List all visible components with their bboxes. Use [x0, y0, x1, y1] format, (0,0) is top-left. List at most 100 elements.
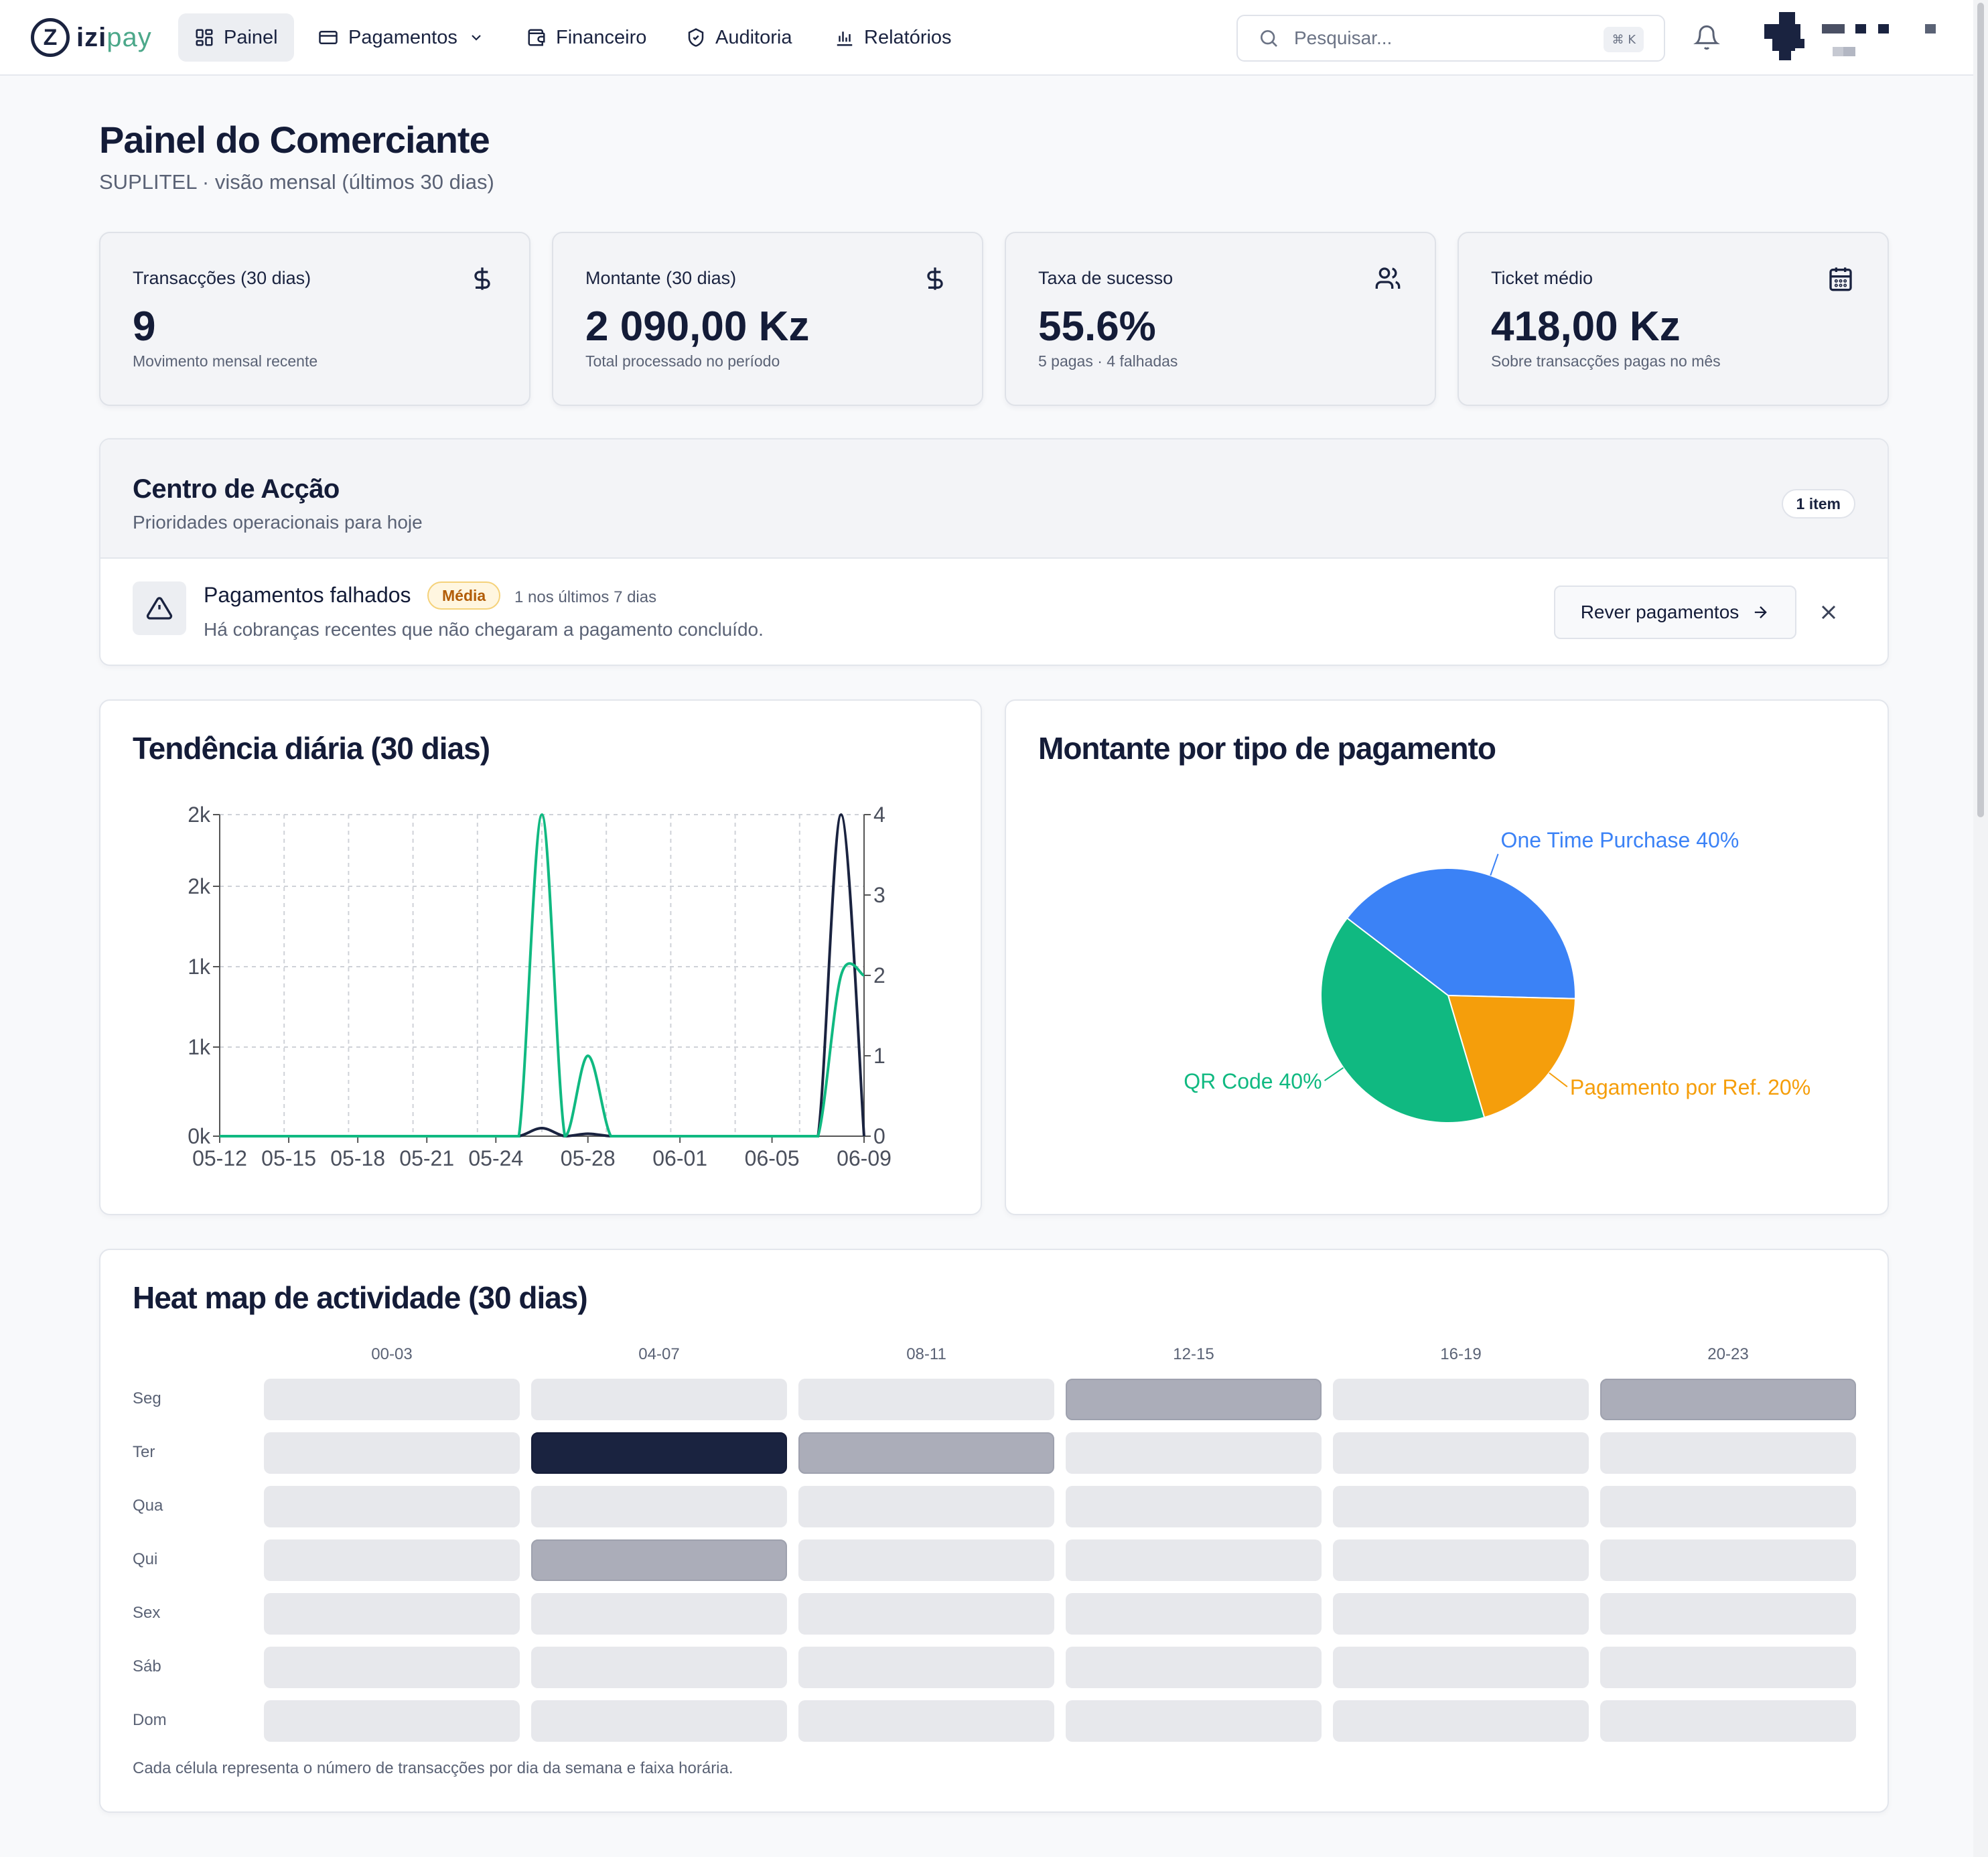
- heatmap-note: Cada célula representa o número de trans…: [133, 1759, 733, 1777]
- logo-text-a: izi: [76, 22, 107, 52]
- heatmap-cell[interactable]: [798, 1379, 1054, 1420]
- heatmap-row-label: Seg: [133, 1389, 161, 1407]
- heatmap-title: Heat map de actividade (30 dias): [133, 1280, 588, 1315]
- x-tick-label: 05-15: [261, 1146, 316, 1170]
- heatmap-row-label: Ter: [133, 1443, 155, 1461]
- logo-wordmark: izipay: [76, 23, 152, 53]
- alert-description: Há cobranças recentes que não chegaram a…: [204, 619, 764, 640]
- heatmap-cell[interactable]: [798, 1539, 1054, 1581]
- heatmap-cell[interactable]: [264, 1379, 520, 1420]
- heatmap-cell[interactable]: [1600, 1432, 1856, 1474]
- heatmap-cell[interactable]: [1600, 1539, 1856, 1581]
- search-input[interactable]: [1294, 27, 1589, 49]
- y-right-tick-label: 0: [873, 1124, 885, 1148]
- x-tick-label: 06-05: [745, 1146, 800, 1170]
- heatmap-cell[interactable]: [531, 1593, 787, 1635]
- brand-logo[interactable]: Z izipay: [31, 17, 152, 58]
- heatmap-cell[interactable]: [264, 1647, 520, 1688]
- credit-card-icon: [319, 31, 338, 44]
- heatmap-cell[interactable]: [531, 1647, 787, 1688]
- kpi-label: Montante (30 dias): [585, 268, 737, 288]
- heatmap-cell[interactable]: [264, 1486, 520, 1527]
- heatmap-cell[interactable]: [264, 1700, 520, 1742]
- y-right-tick-label: 1: [873, 1044, 885, 1068]
- x-tick-label: 05-12: [192, 1146, 247, 1170]
- logo-text-b: pay: [106, 22, 152, 52]
- heatmap-cell[interactable]: [798, 1700, 1054, 1742]
- heatmap-cell[interactable]: [264, 1539, 520, 1581]
- nav-financeiro[interactable]: Financeiro: [510, 13, 662, 62]
- heatmap-cell[interactable]: [1066, 1539, 1322, 1581]
- search-box[interactable]: ⌘ K: [1236, 15, 1665, 62]
- heatmap-cell[interactable]: [1333, 1432, 1589, 1474]
- heatmap-row-label: Qua: [133, 1497, 163, 1515]
- kpi-card-transactions: Transacções (30 dias) 9 Movimento mensal…: [99, 232, 530, 406]
- heatmap-cell[interactable]: [531, 1700, 787, 1742]
- y-left-tick-label: 1k: [188, 955, 211, 979]
- y-left-tick-label: 0k: [188, 1124, 211, 1148]
- heatmap-row-label: Sex: [133, 1604, 161, 1622]
- heatmap-cell[interactable]: [531, 1432, 787, 1474]
- dollar-icon: [474, 267, 490, 290]
- action-center-panel: Centro de Acção Prioridades operacionais…: [99, 438, 1889, 666]
- heatmap-cell[interactable]: [264, 1432, 520, 1474]
- nav-pagamentos[interactable]: Pagamentos: [301, 13, 500, 62]
- dismiss-alert-icon[interactable]: [1817, 600, 1841, 624]
- heatmap-cell[interactable]: [1066, 1593, 1322, 1635]
- scrollbar-thumb[interactable]: [1977, 3, 1984, 817]
- heatmap-cell[interactable]: [1333, 1379, 1589, 1420]
- heatmap-cell[interactable]: [798, 1593, 1054, 1635]
- heatmap-cell[interactable]: [1600, 1647, 1856, 1688]
- heatmap-cell[interactable]: [1333, 1593, 1589, 1635]
- pie-slice-2: [1320, 917, 1486, 1123]
- x-tick-label: 05-24: [468, 1146, 523, 1170]
- heatmap-cell[interactable]: [1333, 1647, 1589, 1688]
- nav-relatorios[interactable]: Relatórios: [819, 13, 968, 62]
- x-tick-label: 05-21: [399, 1146, 454, 1170]
- payment-type-title: Montante por tipo de pagamento: [1038, 731, 1496, 766]
- heatmap-cell[interactable]: [1066, 1647, 1322, 1688]
- kpi-card-average-ticket: Ticket médio 418,00 Kz Sobre transacções…: [1458, 232, 1889, 406]
- heatmap-row-label: Sáb: [133, 1657, 161, 1675]
- heatmap-column-label: 20-23: [1707, 1345, 1749, 1363]
- chevron-down-icon: [472, 35, 481, 41]
- wallet-icon: [528, 29, 545, 46]
- page-scrollbar[interactable]: [1973, 0, 1988, 1857]
- notification-bell-icon[interactable]: [1693, 24, 1720, 51]
- heatmap-cell[interactable]: [1333, 1539, 1589, 1581]
- kpi-label: Ticket médio: [1491, 268, 1593, 288]
- heatmap-cell[interactable]: [1066, 1700, 1322, 1742]
- heatmap-cell[interactable]: [1600, 1486, 1856, 1527]
- heatmap-cell[interactable]: [1333, 1700, 1589, 1742]
- nav-painel[interactable]: Painel: [178, 13, 294, 62]
- heatmap-cell[interactable]: [531, 1379, 787, 1420]
- heatmap-row-label: Qui: [133, 1550, 158, 1568]
- daily-trend-title: Tendência diária (30 dias): [133, 731, 490, 766]
- users-icon: [1375, 267, 1401, 289]
- heatmap-cell[interactable]: [1066, 1432, 1322, 1474]
- action-center-title: Centro de Acção: [133, 474, 340, 504]
- heatmap-cell[interactable]: [1600, 1593, 1856, 1635]
- nav-auditoria[interactable]: Auditoria: [670, 13, 808, 62]
- heatmap-cell[interactable]: [531, 1486, 787, 1527]
- heatmap-cell[interactable]: [798, 1647, 1054, 1688]
- severity-badge: Média: [427, 581, 501, 610]
- review-payments-button[interactable]: Rever pagamentos: [1554, 586, 1796, 639]
- heatmap-cell[interactable]: [798, 1432, 1054, 1474]
- user-avatar[interactable]: [1764, 12, 1815, 60]
- heatmap-cell[interactable]: [1066, 1379, 1322, 1420]
- y-right-tick-label: 3: [873, 883, 885, 907]
- heatmap-cell[interactable]: [1600, 1379, 1856, 1420]
- heatmap-cell[interactable]: [798, 1486, 1054, 1527]
- alert-title: Pagamentos falhados: [204, 583, 411, 607]
- nav-financeiro-label: Financeiro: [556, 26, 647, 48]
- user-menu-obscured[interactable]: [1821, 23, 1941, 63]
- heatmap-cell[interactable]: [1600, 1700, 1856, 1742]
- kpi-value: 2 090,00 Kz: [585, 303, 810, 350]
- heatmap-cell[interactable]: [1333, 1486, 1589, 1527]
- review-payments-label: Rever pagamentos: [1580, 602, 1740, 622]
- alert-meta: 1 nos últimos 7 dias: [514, 588, 657, 606]
- heatmap-cell[interactable]: [531, 1539, 787, 1581]
- heatmap-cell[interactable]: [1066, 1486, 1322, 1527]
- heatmap-cell[interactable]: [264, 1593, 520, 1635]
